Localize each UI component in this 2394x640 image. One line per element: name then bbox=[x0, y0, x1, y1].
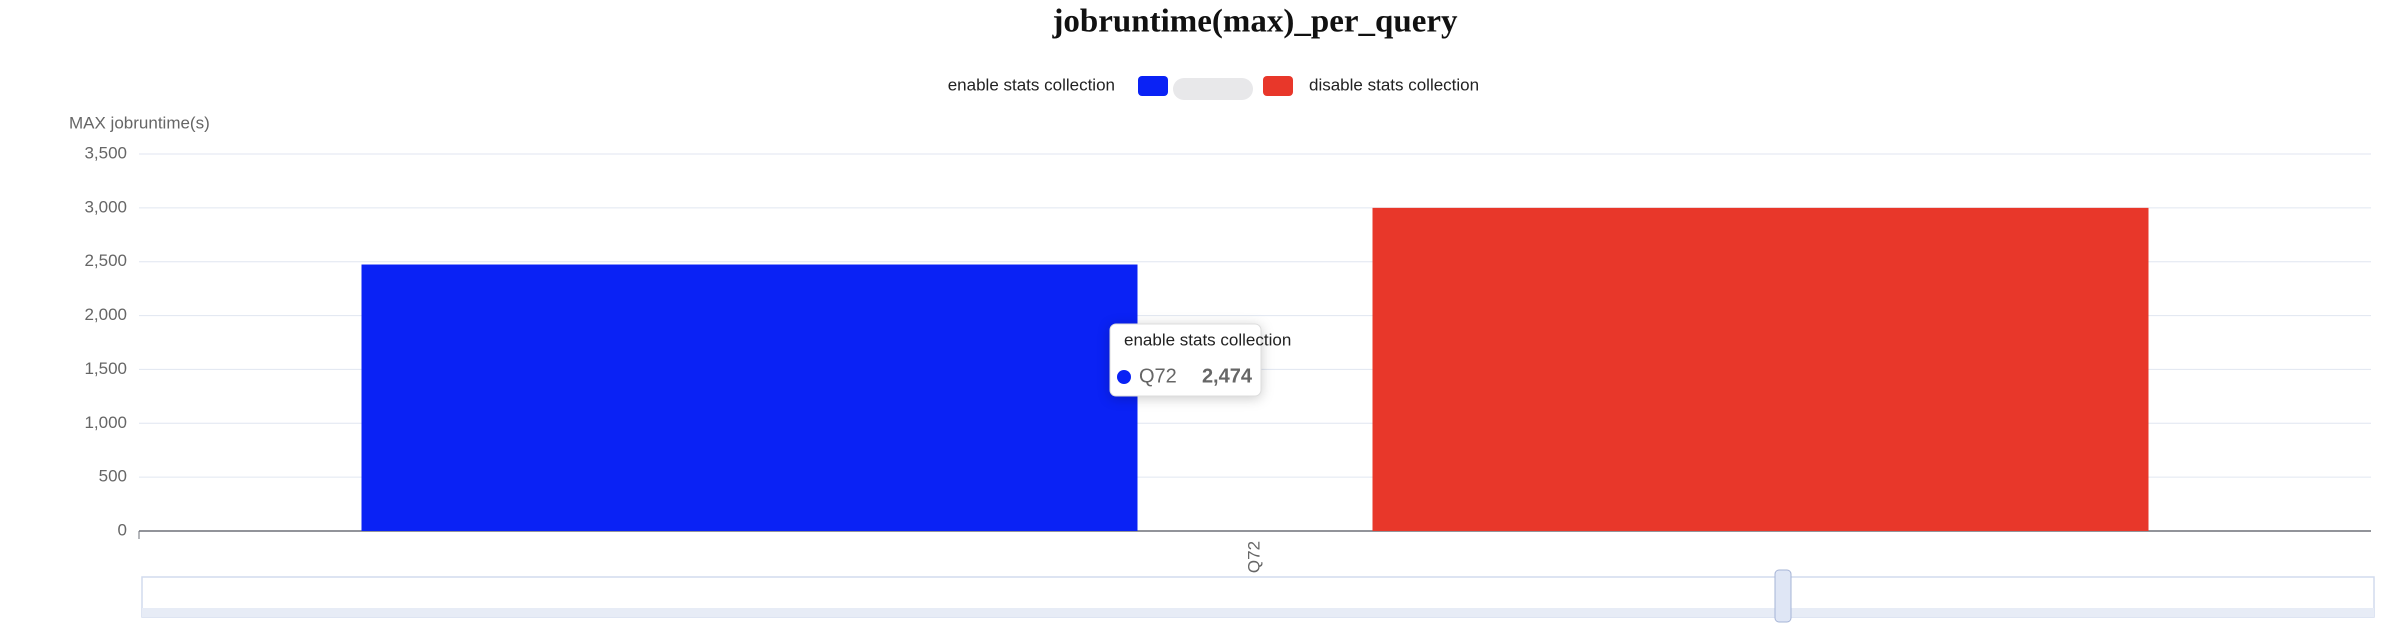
tooltip-value: 2,474 bbox=[1202, 365, 1253, 387]
y-tick-label: 2,500 bbox=[84, 251, 127, 270]
tooltip: enable stats collection Q72 2,474 bbox=[1109, 323, 1291, 397]
zoom-handle[interactable] bbox=[1774, 569, 1792, 623]
tooltip-box bbox=[1109, 323, 1262, 397]
tooltip-category: Q72 bbox=[1139, 365, 1177, 387]
y-tick-label: 2,000 bbox=[84, 305, 127, 324]
y-axis-label: MAX jobruntime(s) bbox=[69, 113, 210, 132]
bar bbox=[1372, 207, 2149, 531]
tooltip-title: enable stats collection bbox=[1124, 330, 1291, 349]
y-tick-label: 500 bbox=[99, 467, 127, 486]
chart-title: jobruntime(max)_per_query bbox=[1051, 4, 1458, 40]
y-tick-label: 0 bbox=[118, 520, 127, 539]
legend-scroll bbox=[1173, 78, 1253, 100]
y-tick-label: 3,000 bbox=[84, 197, 127, 216]
y-tick-label: 1,500 bbox=[84, 359, 127, 378]
x-tick-label: Q72 bbox=[1244, 541, 1263, 573]
legend-swatch bbox=[1138, 76, 1168, 96]
y-tick-label: 3,500 bbox=[84, 143, 127, 162]
bar bbox=[361, 264, 1138, 531]
legend-label: enable stats collection bbox=[948, 75, 1115, 94]
legend-label: disable stats collection bbox=[1309, 75, 1479, 94]
zoom-fill bbox=[142, 608, 2374, 617]
data-zoom[interactable] bbox=[141, 569, 2375, 623]
legend-swatch bbox=[1263, 76, 1293, 96]
tooltip-marker bbox=[1117, 370, 1131, 384]
y-tick-label: 1,000 bbox=[84, 413, 127, 432]
